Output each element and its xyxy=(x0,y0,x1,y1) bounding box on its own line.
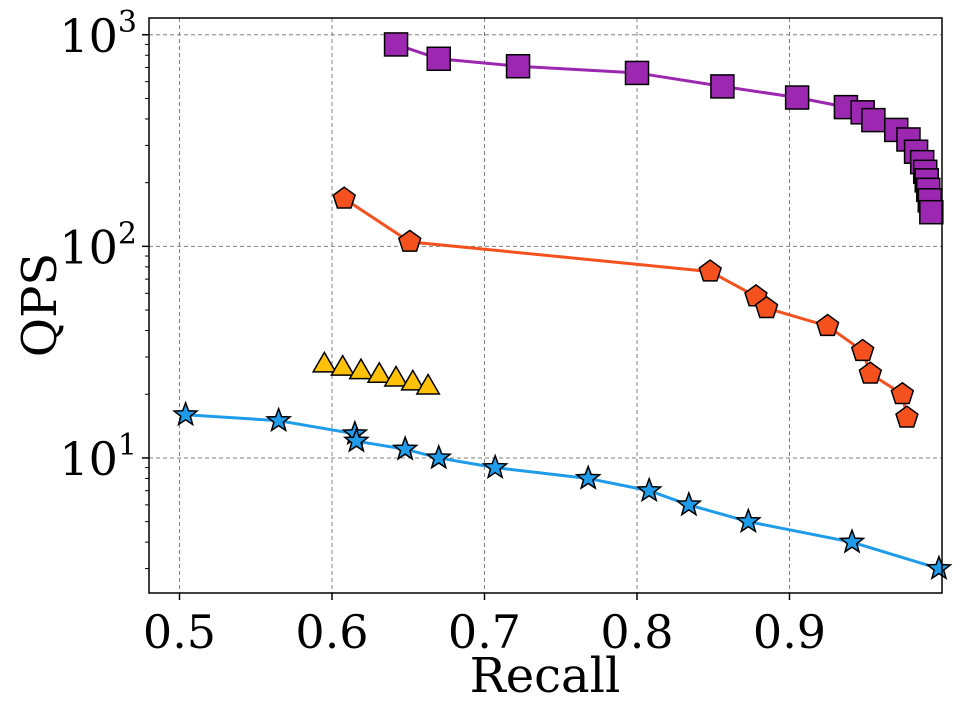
star-marker xyxy=(734,507,762,534)
triangle-marker xyxy=(311,350,337,373)
star-marker xyxy=(675,490,703,517)
series-triangles xyxy=(311,350,441,395)
pentagon-marker xyxy=(850,338,875,362)
triangle-marker xyxy=(415,372,441,395)
triangle-marker xyxy=(400,368,426,391)
y-tick-base: 10 xyxy=(59,9,118,63)
star-marker xyxy=(574,464,602,490)
star-marker xyxy=(172,400,200,427)
y-tick-exponent: 3 xyxy=(118,5,137,40)
series-squares xyxy=(383,32,944,225)
series-line-stars xyxy=(185,413,940,571)
grid-lines xyxy=(149,18,942,593)
series-pentagons xyxy=(332,186,919,428)
pentagon-marker xyxy=(815,313,840,337)
series-line-squares xyxy=(395,43,933,213)
pentagon-marker xyxy=(332,186,357,209)
x-tick-label: 0.9 xyxy=(753,605,826,659)
y-minor-ticks xyxy=(145,43,149,570)
y-tick-base: 10 xyxy=(59,432,118,486)
pentagon-marker xyxy=(754,295,779,319)
star-marker xyxy=(635,476,663,503)
x-tick-label: 0.5 xyxy=(143,605,216,659)
square-marker xyxy=(784,85,810,110)
triangle-marker xyxy=(348,357,374,380)
pentagon-marker xyxy=(397,229,422,252)
square-marker xyxy=(426,46,451,72)
star-marker xyxy=(265,406,293,433)
square-marker xyxy=(919,199,944,225)
square-marker xyxy=(624,60,650,86)
square-marker xyxy=(505,53,531,79)
triangle-marker xyxy=(366,361,392,383)
triangle-marker xyxy=(383,364,409,387)
square-marker xyxy=(383,32,409,57)
plot-frame xyxy=(148,17,943,594)
series-line-pentagons xyxy=(343,197,909,418)
y-tick-label: 102 xyxy=(59,216,137,274)
series-layer xyxy=(172,32,953,581)
x-tick-label: 0.6 xyxy=(295,605,368,659)
y-axis-label: QPS xyxy=(12,253,68,358)
square-marker xyxy=(861,107,886,133)
star-marker xyxy=(925,554,953,581)
y-tick-base: 10 xyxy=(59,220,118,274)
y-tick-exponent: 1 xyxy=(118,428,137,463)
series-stars xyxy=(172,400,953,581)
star-marker xyxy=(342,427,370,453)
pentagon-marker xyxy=(698,259,723,282)
triangle-marker xyxy=(330,354,356,376)
y-tick-label: 103 xyxy=(59,5,137,63)
square-marker xyxy=(710,74,735,99)
pentagon-marker xyxy=(858,361,883,384)
star-marker xyxy=(425,443,453,470)
y-tick-label: 101 xyxy=(59,428,137,486)
x-tick-label: 0.8 xyxy=(600,605,673,659)
x-tick-label: 0.7 xyxy=(448,605,521,659)
x-axis-label: Recall xyxy=(470,648,621,704)
y-tick-exponent: 2 xyxy=(118,216,137,251)
star-marker xyxy=(391,435,419,461)
star-marker xyxy=(838,527,866,554)
pentagon-marker xyxy=(890,381,915,405)
star-marker xyxy=(481,453,509,480)
pentagon-marker xyxy=(895,405,919,428)
